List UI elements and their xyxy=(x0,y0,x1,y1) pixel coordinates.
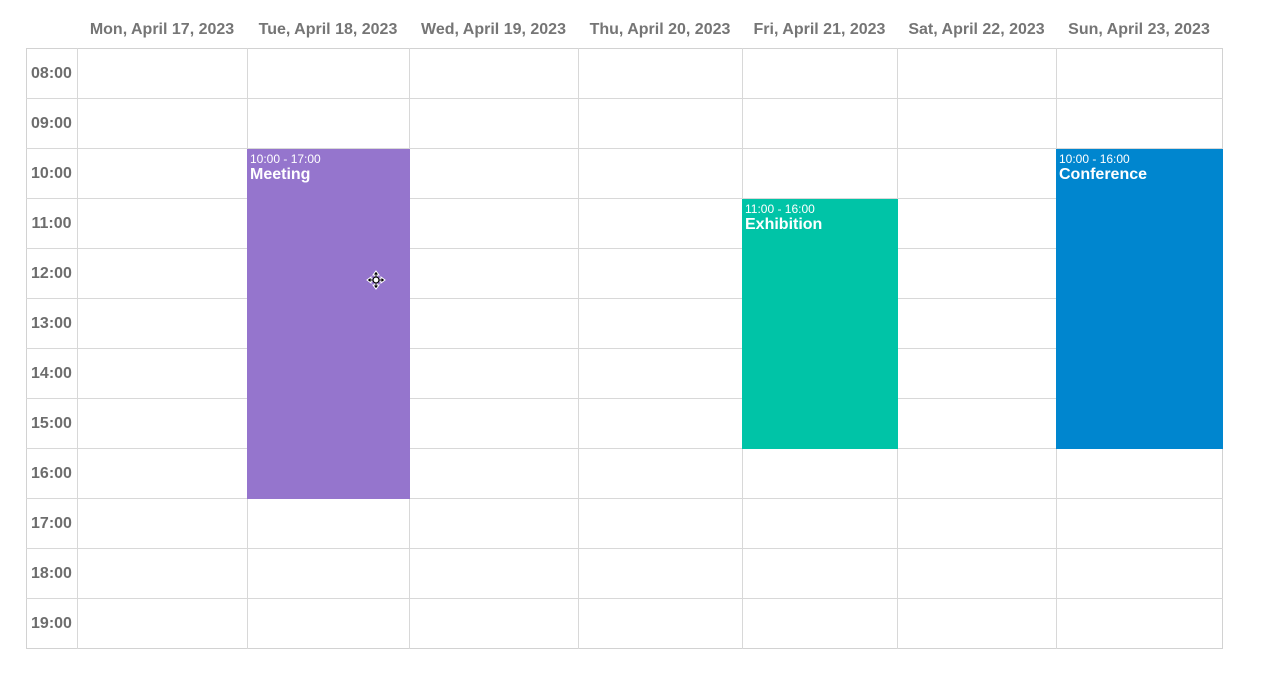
day-divider xyxy=(77,48,78,649)
event-time: 10:00 - 17:00 xyxy=(250,152,321,166)
hour-divider xyxy=(26,148,1223,149)
hour-divider xyxy=(26,248,1223,249)
hour-divider xyxy=(26,598,1223,599)
day-divider xyxy=(578,48,579,649)
hour-divider xyxy=(26,198,1223,199)
time-label: 09:00 xyxy=(31,115,72,132)
hour-divider xyxy=(26,548,1223,549)
day-header[interactable]: Mon, April 17, 2023 xyxy=(89,20,235,38)
event-conference[interactable]: 10:00 - 16:00 Conference xyxy=(1056,149,1223,449)
hour-divider xyxy=(26,398,1223,399)
event-time: 10:00 - 16:00 xyxy=(1059,152,1130,166)
move-cursor-icon xyxy=(366,270,386,290)
day-header[interactable]: Wed, April 19, 2023 xyxy=(421,20,566,38)
event-title: Exhibition xyxy=(745,216,823,233)
day-header[interactable]: Thu, April 20, 2023 xyxy=(589,20,731,38)
event-title: Meeting xyxy=(250,166,311,183)
time-label: 14:00 xyxy=(31,365,72,382)
time-label: 15:00 xyxy=(31,415,72,432)
event-time: 11:00 - 16:00 xyxy=(745,202,815,216)
time-label: 18:00 xyxy=(31,565,72,582)
time-label: 11:00 xyxy=(31,215,72,232)
time-label: 10:00 xyxy=(31,165,72,182)
day-header[interactable]: Sun, April 23, 2023 xyxy=(1068,20,1210,38)
hour-divider xyxy=(26,348,1223,349)
day-header[interactable]: Sat, April 22, 2023 xyxy=(908,20,1045,38)
day-header[interactable]: Fri, April 21, 2023 xyxy=(753,20,886,38)
hour-divider xyxy=(26,448,1223,449)
day-header[interactable]: Tue, April 18, 2023 xyxy=(258,20,398,38)
hour-divider xyxy=(26,98,1223,99)
event-meeting[interactable]: 10:00 - 17:00 Meeting xyxy=(247,149,410,499)
time-label: 12:00 xyxy=(31,265,72,282)
time-label: 19:00 xyxy=(31,615,72,632)
time-label: 13:00 xyxy=(31,315,72,332)
time-label: 17:00 xyxy=(31,515,72,532)
event-exhibition[interactable]: 11:00 - 16:00 Exhibition xyxy=(742,199,898,449)
hour-divider xyxy=(26,498,1223,499)
event-title: Conference xyxy=(1059,166,1148,183)
time-label: 16:00 xyxy=(31,465,72,482)
hour-divider xyxy=(26,298,1223,299)
time-label: 08:00 xyxy=(31,65,72,82)
